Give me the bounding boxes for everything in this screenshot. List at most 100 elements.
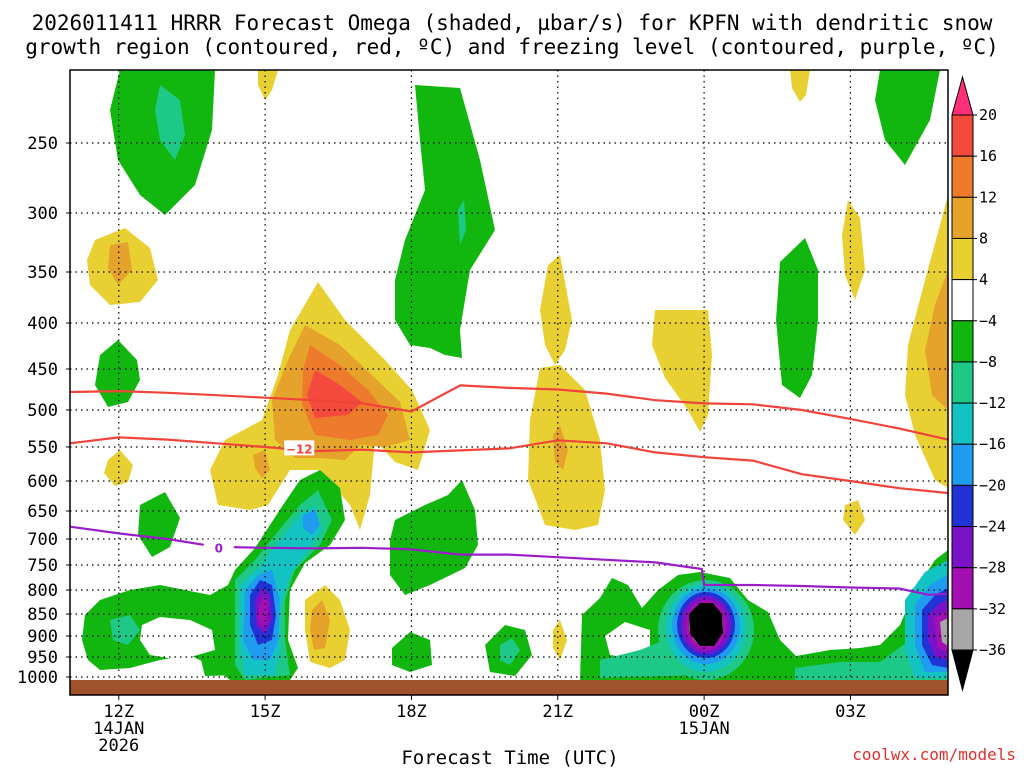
omega-teal-region — [458, 200, 466, 245]
colorbar-label: 8 — [979, 229, 988, 247]
y-tick-label: 1000 — [17, 668, 58, 688]
contour-label-bg — [203, 539, 234, 555]
omega-teal-region — [110, 615, 140, 645]
omega-gray-region — [940, 618, 948, 646]
contour-label: 0 — [215, 541, 223, 555]
omega-yellow-region — [905, 195, 948, 488]
colorbar-top-triangle — [951, 75, 974, 116]
chart-title-line1: 2026011411 HRRR Forecast Omega (shaded, … — [32, 11, 993, 35]
colorbar-segment — [951, 279, 974, 322]
omega-green-region — [392, 632, 432, 672]
colorbar-label: −36 — [979, 641, 1006, 659]
omega-white-gap — [140, 617, 215, 660]
y-tick-label: 650 — [27, 502, 58, 522]
omega-yellow-region — [843, 500, 865, 535]
omega-teal-region — [155, 85, 185, 160]
colorbar-label: 4 — [979, 271, 988, 289]
y-tick-label: 400 — [27, 314, 58, 334]
omega-orange-region — [310, 600, 330, 650]
x-tick-label: 00Z — [689, 702, 720, 722]
y-tick-label: 950 — [27, 648, 58, 668]
omega-blue-region — [303, 510, 320, 535]
contour-lines: −12 0 — [70, 384, 948, 596]
colorbar-label: −28 — [979, 559, 1006, 577]
x-tick-label: 2026 — [98, 736, 139, 756]
omega-yellow-region — [540, 255, 572, 365]
colorbar-label: −24 — [979, 518, 1006, 536]
omega-green-region — [875, 70, 940, 165]
omega-yellow-region — [258, 70, 278, 100]
colorbar-segment — [951, 526, 974, 569]
x-tick-label: 18Z — [396, 702, 427, 722]
colorbar-segment — [951, 237, 974, 281]
y-tick-label: 750 — [27, 556, 58, 576]
x-tick-label: 12Z — [103, 702, 134, 722]
contour-line — [70, 384, 948, 441]
y-tick-label: 800 — [27, 581, 58, 601]
y-tick-label: 850 — [27, 605, 58, 625]
omega-teal-region — [500, 638, 520, 665]
y-tick-label: 300 — [27, 204, 58, 224]
omega-orange-region — [925, 270, 948, 410]
x-tick-label: 15JAN — [679, 719, 730, 739]
omega-green-region — [138, 492, 180, 557]
ground-strip — [70, 680, 948, 695]
colorbar-segment — [951, 567, 974, 610]
x-tick-label: 14JAN — [93, 719, 144, 739]
plot-border — [69, 69, 949, 696]
colorbar-segment — [951, 114, 974, 157]
x-tick-label: 21Z — [542, 702, 573, 722]
colorbar-label: −4 — [979, 312, 997, 330]
y-tick-label: 600 — [27, 472, 58, 492]
colorbar-segment — [951, 196, 974, 239]
omega-green-region — [776, 238, 818, 398]
y-tick-label: 500 — [27, 401, 58, 421]
colorbar-label: −16 — [979, 435, 1006, 453]
colorbar-label: −20 — [979, 476, 1006, 494]
colorbar-label: 12 — [979, 188, 997, 206]
omega-yellow-region — [553, 620, 567, 660]
colorbar-segment — [951, 155, 974, 198]
omega-yellow-region — [790, 70, 810, 102]
omega-shading — [82, 70, 948, 680]
contour-label-bg — [284, 440, 315, 456]
omega-orange-region — [108, 242, 132, 285]
colorbar-label: −8 — [979, 353, 997, 371]
omega-red-region — [307, 370, 362, 418]
colorbar-segment — [951, 361, 974, 404]
colorbar: 20 16 12 8 4 −4 −8 −12 −16 −20 −24 −28 −32 −36 — [951, 75, 1006, 692]
colorbar-segment — [951, 320, 974, 363]
chart-title-line2: growth region (contoured, red, ºC) and f… — [25, 35, 999, 59]
omega-yellow-region — [104, 450, 133, 486]
y-tick-label: 700 — [27, 530, 58, 550]
colorbar-label: −12 — [979, 394, 1006, 412]
x-axis-label: Forecast Time (UTC) — [401, 747, 618, 768]
colorbar-segment — [951, 443, 974, 486]
contour-label: −12 — [286, 442, 313, 456]
colorbar-bottom-triangle — [951, 649, 974, 692]
omega-yellow-region — [842, 200, 865, 300]
plot-area: −12 0 — [69, 69, 949, 696]
y-tick-label: 900 — [27, 627, 58, 647]
contour-line — [70, 436, 948, 495]
x-tick-label: 15Z — [250, 702, 281, 722]
credit-link[interactable]: coolwx.com/models — [852, 745, 1016, 764]
colorbar-segment — [951, 484, 974, 528]
omega-orange-region — [253, 450, 270, 478]
colorbar-label: −32 — [979, 600, 1006, 618]
omega-yellow-region — [652, 310, 712, 432]
y-tick-label: 250 — [27, 134, 58, 154]
colorbar-label: 16 — [979, 147, 997, 165]
y-axis: 2503003504004505005506006507007508008509… — [17, 134, 70, 688]
y-tick-label: 450 — [27, 360, 58, 380]
colorbar-segment — [951, 608, 974, 651]
colorbar-segment — [951, 402, 974, 445]
omega-white-gap — [605, 622, 650, 658]
omega-green-region — [395, 85, 495, 358]
colorbar-label: 20 — [979, 106, 997, 124]
y-tick-label: 550 — [27, 438, 58, 458]
x-tick-label: 03Z — [835, 702, 866, 722]
omega-teal-region — [600, 640, 700, 678]
